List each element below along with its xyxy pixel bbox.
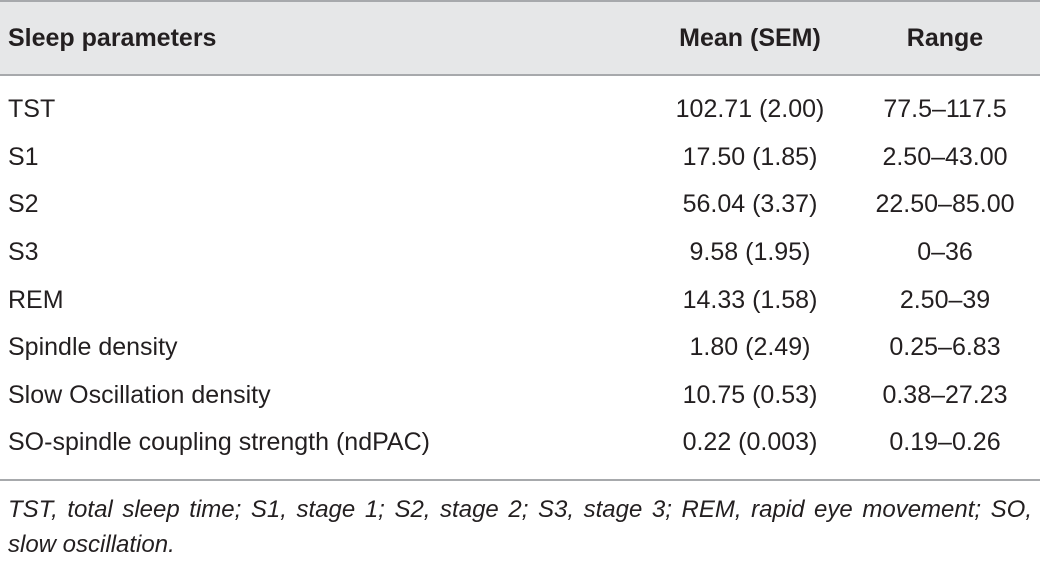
row-mean: 9.58 (1.95) <box>689 238 811 267</box>
row-mean: 0.22 (0.003) <box>682 428 818 457</box>
table-row: TST 102.71 (2.00) 77.5–117.5 <box>0 75 1040 134</box>
sleep-parameters-table-wrap: Sleep parameters Mean (SEM) Range TST 10… <box>0 0 1040 480</box>
table-body: TST 102.71 (2.00) 77.5–117.5 S1 17.50 (1… <box>0 75 1040 480</box>
row-mean: 102.71 (2.00) <box>675 95 825 124</box>
table-footnote: TST, total sleep time; S1, stage 1; S2, … <box>8 496 1032 558</box>
header-sleep-parameters: Sleep parameters <box>0 0 560 76</box>
row-mean: 56.04 (3.37) <box>682 190 818 219</box>
row-range: 0–36 <box>917 238 973 267</box>
row-range: 2.50–39 <box>899 285 991 314</box>
table-row: S1 17.50 (1.85) 2.50–43.00 <box>0 134 1040 182</box>
row-range: 0.19–0.26 <box>889 428 1001 457</box>
table-row: REM 14.33 (1.58) 2.50–39 <box>0 276 1040 324</box>
row-mean: 1.80 (2.49) <box>689 333 811 362</box>
row-range: 22.50–85.00 <box>875 190 1015 219</box>
row-mean: 17.50 (1.85) <box>682 142 818 171</box>
row-label: Slow Oscillation density <box>8 380 271 409</box>
sleep-parameters-table: Sleep parameters Mean (SEM) Range TST 10… <box>0 0 1040 480</box>
row-range: 77.5–117.5 <box>883 95 1007 124</box>
table-row: Slow Oscillation density 10.75 (0.53) 0.… <box>0 372 1040 420</box>
row-mean: 10.75 (0.53) <box>682 380 818 409</box>
row-label: REM <box>8 285 64 314</box>
table-row: Spindle density 1.80 (2.49) 0.25–6.83 <box>0 324 1040 372</box>
row-label: Spindle density <box>8 333 178 362</box>
row-label: S2 <box>8 190 39 219</box>
table-row: S2 56.04 (3.37) 22.50–85.00 <box>0 181 1040 229</box>
header-row: Sleep parameters Mean (SEM) Range <box>0 0 1040 76</box>
row-label: S3 <box>8 238 39 267</box>
row-range: 0.25–6.83 <box>889 333 1001 362</box>
row-label: S1 <box>8 142 39 171</box>
header-mean-sem: Mean (SEM) <box>560 0 850 76</box>
row-label: TST <box>8 95 56 124</box>
row-label: SO-spindle coupling strength (ndPAC) <box>8 428 430 457</box>
row-mean: 14.33 (1.58) <box>682 285 818 314</box>
table-row: SO-spindle coupling strength (ndPAC) 0.2… <box>0 419 1040 480</box>
table-header: Sleep parameters Mean (SEM) Range <box>0 0 1040 76</box>
table-row: S3 9.58 (1.95) 0–36 <box>0 229 1040 277</box>
row-range: 0.38–27.23 <box>882 380 1008 409</box>
row-range: 2.50–43.00 <box>882 142 1008 171</box>
header-range: Range <box>850 0 1040 76</box>
